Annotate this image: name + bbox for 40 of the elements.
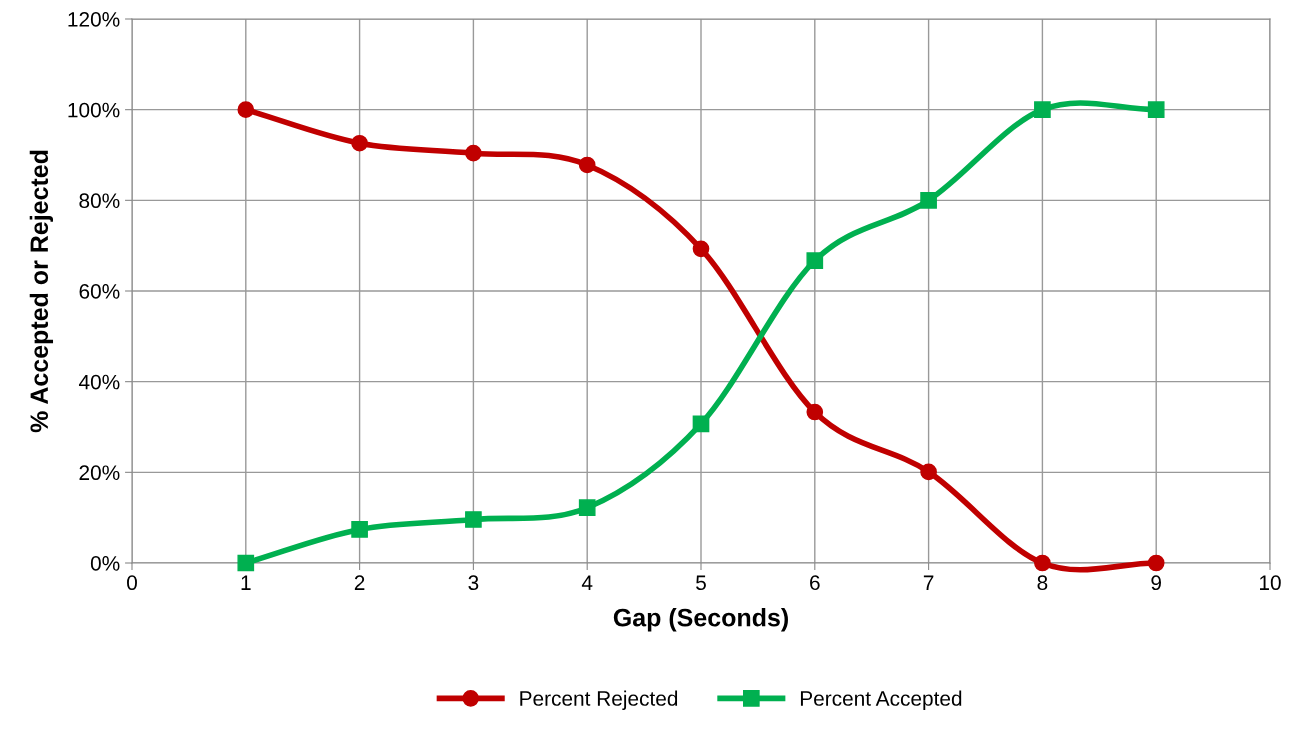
y-tick-label: 120%: [68, 12, 120, 27]
x-tick-label: 5: [696, 575, 706, 591]
x-tick-label: 8: [1037, 575, 1048, 591]
point: [920, 463, 937, 481]
x-tick-label: 3: [468, 575, 479, 591]
point: [237, 101, 255, 119]
y-tick-label: 100%: [68, 102, 120, 118]
point: [806, 403, 824, 421]
point: [351, 134, 368, 152]
x-tick-label: 0: [127, 575, 137, 591]
y-tick-label: 80%: [79, 193, 120, 209]
point: [465, 144, 482, 162]
x-tick-label: 4: [581, 575, 593, 590]
point: [692, 240, 710, 258]
y-axis-title: % Accepted or Rejected: [29, 150, 54, 433]
point: [578, 156, 596, 174]
y-tick-label: 20%: [79, 465, 120, 481]
point: [237, 554, 255, 572]
x-tick-label: 7: [923, 575, 934, 590]
point: [806, 252, 824, 269]
x-tick-label: 10: [1260, 575, 1281, 591]
point: [1034, 101, 1051, 119]
x-tick-label: 1: [241, 575, 251, 590]
y-tick-label: 0%: [90, 556, 120, 571]
point: [465, 511, 482, 528]
point: [1034, 554, 1051, 572]
point: [1147, 554, 1165, 572]
x-tick-label: 6: [810, 575, 820, 591]
point: [351, 521, 368, 538]
y-tick-label: 60%: [79, 284, 120, 299]
legend-label: Percent Accepted: [800, 690, 962, 710]
point: [578, 499, 596, 517]
point: [692, 415, 710, 433]
point: [920, 191, 937, 209]
x-tick-label: 9: [1151, 575, 1162, 591]
legend-label: Percent Rejected: [520, 690, 678, 710]
point: [1147, 101, 1165, 119]
x-axis-title: Gap (Seconds): [613, 608, 788, 632]
x-tick-label: 2: [354, 575, 365, 590]
y-tick-label: 40%: [78, 374, 120, 390]
